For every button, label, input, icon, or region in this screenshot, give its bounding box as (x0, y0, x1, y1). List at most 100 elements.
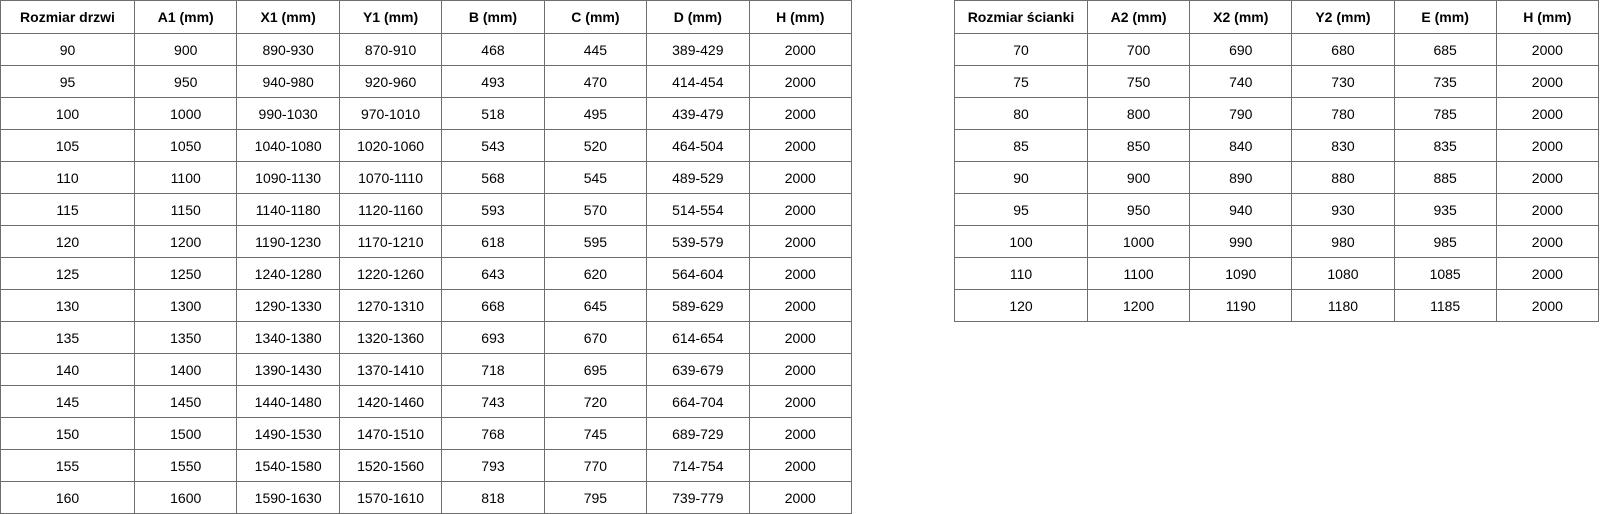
table-cell: 930 (1291, 193, 1395, 226)
table-cell: 389-429 (646, 33, 750, 66)
table-cell: 1300 (133, 289, 238, 322)
table-cell: 790 (1189, 97, 1293, 130)
table-cell: 770 (543, 449, 648, 482)
column-header: H (mm) (1495, 0, 1600, 34)
table-row: 75 750 740 730 735 2000 (954, 65, 1600, 98)
table-row: 150 1500 1490-1530 1470-1510 768 745 689-729 20… (0, 417, 853, 450)
table-cell: 595 (543, 225, 648, 258)
table-cell: 2000 (748, 97, 853, 130)
table-cell: 120 (0, 225, 135, 258)
column-header: B (mm) (441, 0, 545, 34)
table-cell: 718 (441, 353, 545, 386)
column-header: A1 (mm) (133, 0, 238, 34)
table-cell: 2000 (1495, 289, 1600, 322)
column-header: Rozmiar ścianki (954, 0, 1088, 34)
door-table-header: Rozmiar drzwi A1 (mm) X1 (mm) Y1 (mm) B (mm)… (0, 0, 853, 34)
table-cell: 1370-1410 (338, 353, 443, 386)
table-cell: 890-930 (236, 33, 340, 66)
table-cell: 80 (954, 97, 1088, 130)
table-cell: 693 (441, 321, 545, 354)
table-cell: 664-704 (646, 385, 750, 418)
table-cell: 1080 (1291, 257, 1395, 290)
table-cell: 2000 (1495, 225, 1600, 258)
table-cell: 2000 (748, 385, 853, 418)
table-cell: 700 (1086, 33, 1191, 66)
table-cell: 1000 (133, 97, 238, 130)
table-cell: 2000 (748, 321, 853, 354)
table-cell: 1185 (1393, 289, 1497, 322)
table-cell: 1085 (1393, 257, 1497, 290)
table-row: 95 950 940-980 920-960 493 470 414-454 2000 (0, 65, 853, 98)
table-cell: 685 (1393, 33, 1497, 66)
wall-table-body: 70 700 690 680 685 2000 75 750 740 730 735 2000 80 80… (954, 33, 1600, 322)
table-cell: 1180 (1291, 289, 1395, 322)
table-cell: 885 (1393, 161, 1497, 194)
table-cell: 570 (543, 193, 648, 226)
table-cell: 1350 (133, 321, 238, 354)
table-cell: 750 (1086, 65, 1191, 98)
column-header: Y1 (mm) (338, 0, 443, 34)
table-cell: 1440-1480 (236, 385, 340, 418)
table-cell: 2000 (1495, 33, 1600, 66)
table-cell: 115 (0, 193, 135, 226)
table-cell: 110 (0, 161, 135, 194)
table-row: 160 1600 1590-1630 1570-1610 818 795 739-779 20… (0, 481, 853, 514)
table-cell: 2000 (748, 289, 853, 322)
table-cell: 110 (954, 257, 1088, 290)
table-cell: 614-654 (646, 321, 750, 354)
table-cell: 830 (1291, 129, 1395, 162)
table-cell: 1040-1080 (236, 129, 340, 162)
table-cell: 514-554 (646, 193, 750, 226)
table-cell: 689-729 (646, 417, 750, 450)
table-row: 100 1000 990-1030 970-1010 518 495 439-479 2000 (0, 97, 853, 130)
table-row: 135 1350 1340-1380 1320-1360 693 670 614-654 20… (0, 321, 853, 354)
table-cell: 1390-1430 (236, 353, 340, 386)
table-row: 120 1200 1190-1230 1170-1210 618 595 539-579 20… (0, 225, 853, 258)
column-header: A2 (mm) (1086, 0, 1191, 34)
table-cell: 1140-1180 (236, 193, 340, 226)
table-cell: 1270-1310 (338, 289, 443, 322)
table-cell: 90 (954, 161, 1088, 194)
table-cell: 2000 (748, 353, 853, 386)
table-cell: 800 (1086, 97, 1191, 130)
table-cell: 1600 (133, 481, 238, 514)
table-cell: 1050 (133, 129, 238, 162)
table-row: 90 900 890 880 885 2000 (954, 161, 1600, 194)
table-cell: 1340-1380 (236, 321, 340, 354)
table-cell: 2000 (1495, 97, 1600, 130)
table-cell: 850 (1086, 129, 1191, 162)
table-cell: 920-960 (338, 65, 443, 98)
table-cell: 493 (441, 65, 545, 98)
table-row: 110 1100 1090-1130 1070-1110 568 545 489-529 20… (0, 161, 853, 194)
table-cell: 100 (954, 225, 1088, 258)
table-row: 125 1250 1240-1280 1220-1260 643 620 564-604 20… (0, 257, 853, 290)
table-cell: 1190 (1189, 289, 1293, 322)
column-header: Y2 (mm) (1291, 0, 1395, 34)
table-cell: 1070-1110 (338, 161, 443, 194)
table-cell: 1200 (1086, 289, 1191, 322)
door-size-table: Rozmiar drzwi A1 (mm) X1 (mm) Y1 (mm) B (mm)… (0, 0, 853, 514)
table-cell: 880 (1291, 161, 1395, 194)
table-cell: 1090 (1189, 257, 1293, 290)
table-cell: 714-754 (646, 449, 750, 482)
table-cell: 818 (441, 481, 545, 514)
table-cell: 2000 (1495, 161, 1600, 194)
table-cell: 135 (0, 321, 135, 354)
table-cell: 1120-1160 (338, 193, 443, 226)
table-row: 70 700 690 680 685 2000 (954, 33, 1600, 66)
table-cell: 840 (1189, 129, 1293, 162)
table-cell: 670 (543, 321, 648, 354)
table-cell: 990-1030 (236, 97, 340, 130)
table-cell: 1240-1280 (236, 257, 340, 290)
table-cell: 940-980 (236, 65, 340, 98)
table-cell: 2000 (748, 129, 853, 162)
table-cell: 70 (954, 33, 1088, 66)
table-cell: 1100 (133, 161, 238, 194)
table-cell: 980 (1291, 225, 1395, 258)
table-cell: 470 (543, 65, 648, 98)
table-cell: 900 (1086, 161, 1191, 194)
table-cell: 1220-1260 (338, 257, 443, 290)
table-row: 155 1550 1540-1580 1520-1560 793 770 714-754 20… (0, 449, 853, 482)
table-cell: 1170-1210 (338, 225, 443, 258)
table-cell: 643 (441, 257, 545, 290)
